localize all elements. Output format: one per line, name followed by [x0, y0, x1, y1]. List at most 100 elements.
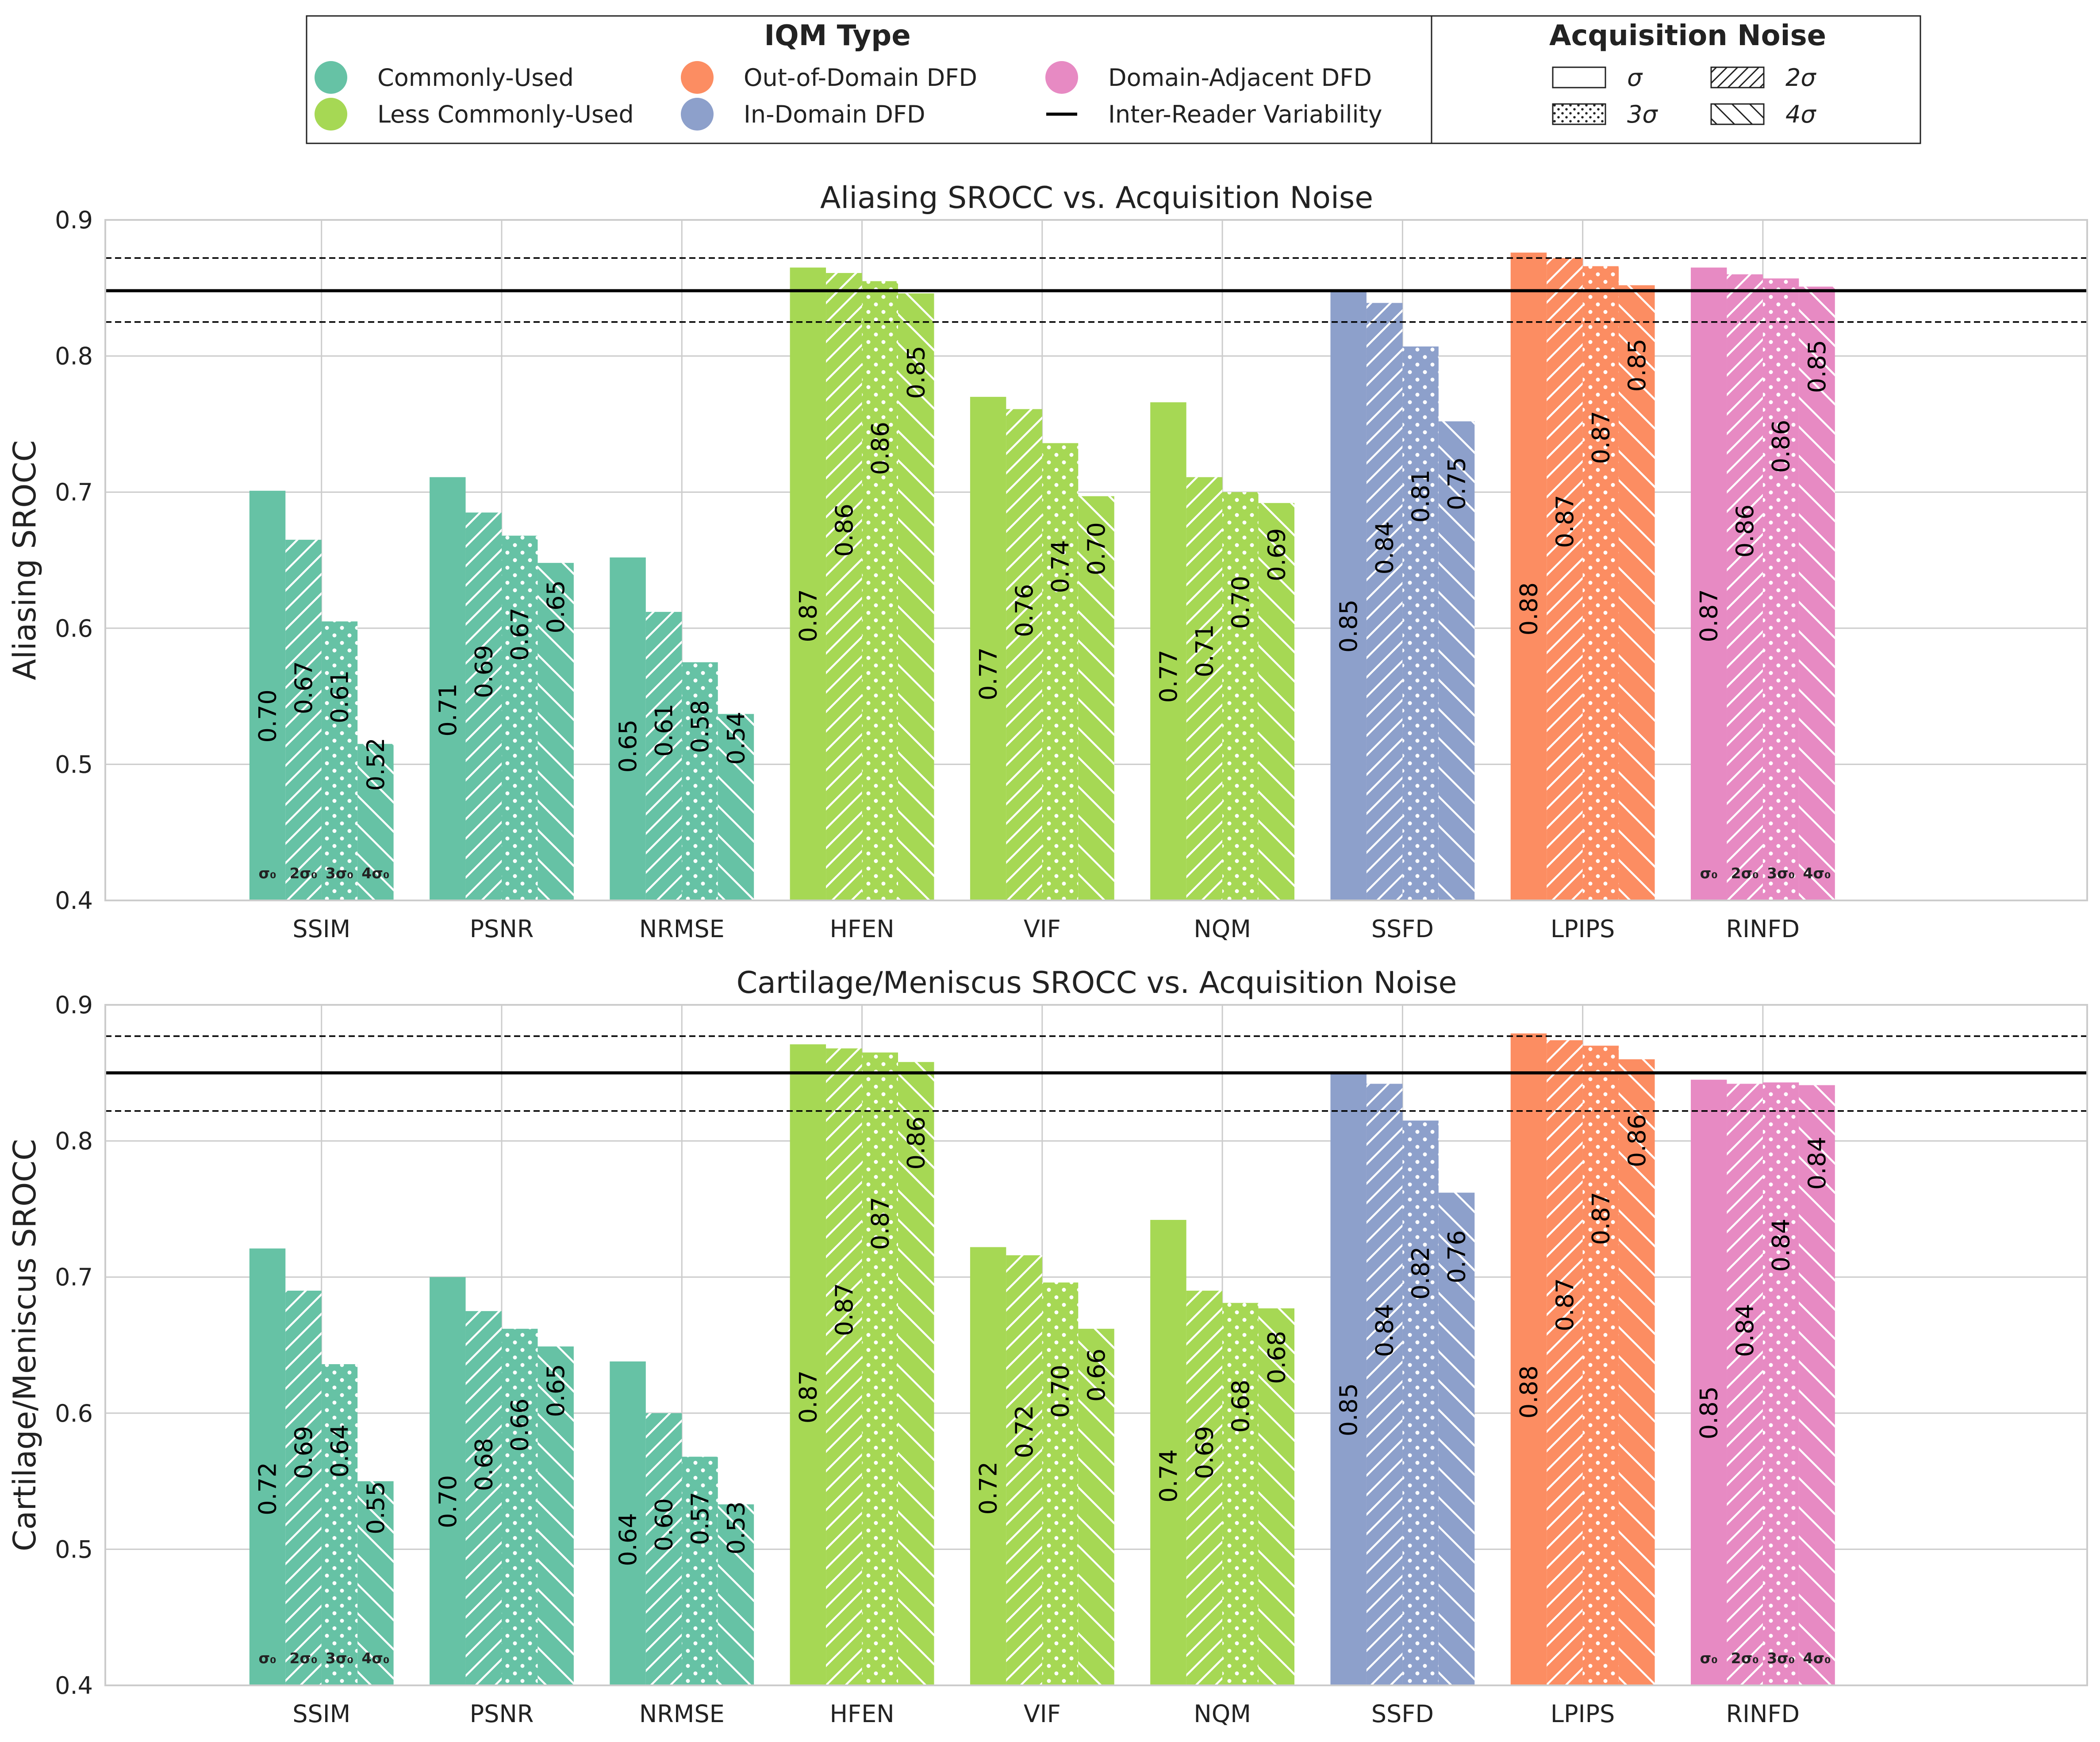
noise-level-label: 2σ₀ [1731, 1650, 1759, 1667]
data-label: 0.72 [1010, 1405, 1038, 1458]
x-tick-label: SSIM [292, 915, 350, 943]
data-label: 0.77 [1155, 650, 1182, 703]
x-tick-label: VIF [1024, 915, 1061, 943]
bar-pattern [645, 1413, 682, 1685]
noise-level-label: 4σ₀ [1803, 1650, 1831, 1667]
bar-pattern [502, 1329, 538, 1685]
bar-pattern [465, 1311, 502, 1685]
y-axis-label: Aliasing SROCC [7, 440, 43, 681]
bar-pattern [1366, 303, 1403, 900]
data-label: 0.85 [902, 346, 930, 399]
bar-group-ssfd: 0.85 0.84 0.81 0.75 [1330, 290, 1475, 900]
bar-pattern [1727, 274, 1763, 900]
y-tick-label: 0.7 [55, 478, 93, 506]
bar-pattern [1006, 1255, 1042, 1685]
x-tick-label: LPIPS [1551, 915, 1615, 943]
bar-pattern [718, 1504, 754, 1685]
bar-vif-s1 [970, 396, 1006, 900]
bar-group-nqm: 0.77 0.71 0.70 0.69 [1150, 402, 1294, 900]
bar-pattern [718, 714, 754, 900]
data-label: 0.64 [614, 1513, 642, 1566]
legend-label: Out-of-Domain DFD [744, 64, 977, 92]
legend-swatch-circle [315, 98, 347, 131]
bar-pattern [826, 1048, 862, 1685]
data-label: 0.88 [1515, 1365, 1543, 1419]
bar-hfen-s1 [790, 1044, 826, 1685]
noise-level-label: σ₀ [258, 865, 276, 882]
data-label: 0.85 [1803, 340, 1831, 393]
x-tick-label: PSNR [470, 915, 534, 943]
bar-pattern [1582, 1046, 1619, 1685]
legend-swatch-circle [315, 61, 347, 94]
y-tick-label: 0.6 [55, 1400, 93, 1427]
bar-pattern [1042, 443, 1079, 900]
bar-pattern [1186, 1290, 1223, 1685]
bar-pattern [862, 281, 898, 901]
bar-nqm-s1 [1150, 402, 1186, 900]
bar-pattern [1727, 1084, 1763, 1685]
bar-pattern [321, 1364, 358, 1685]
bar-ssfd-s1 [1330, 1073, 1367, 1685]
x-tick-label: NRMSE [639, 915, 725, 943]
data-label: 0.87 [866, 1197, 894, 1250]
data-label: 0.66 [1083, 1349, 1110, 1402]
data-label: 0.77 [975, 647, 1002, 700]
bar-group-nqm: 0.74 0.69 0.68 0.68 [1150, 1220, 1294, 1685]
bar-pattern [1078, 1329, 1114, 1685]
data-label: 0.81 [1407, 469, 1435, 523]
y-tick-label: 0.5 [55, 1535, 93, 1563]
legend-iqm-items: Commonly-Used Less Commonly-Used Out-of-Do… [315, 61, 1382, 131]
legend-item-domain-adjacent-dfd: Domain-Adjacent DFD [1045, 61, 1372, 94]
data-label: 0.70 [1083, 522, 1110, 575]
data-label: 0.53 [722, 1501, 750, 1554]
bar-group-ssfd: 0.85 0.84 0.82 0.76 [1330, 1073, 1475, 1685]
bar-rinfd-s1 [1691, 267, 1727, 901]
data-label: 0.87 [1551, 495, 1579, 548]
legend-label: Commonly-Used [377, 64, 574, 92]
bar-ssfd-s1 [1330, 290, 1367, 900]
noise-level-label: 3σ₀ [326, 1650, 353, 1667]
data-label: 0.84 [1731, 1304, 1759, 1357]
plot-frame [104, 219, 2088, 901]
bar-nrmse-s1 [610, 1361, 646, 1685]
bar-pattern [1619, 285, 1655, 901]
legend-noise-items: σ 2σ 3σ 4σ [1552, 64, 1816, 128]
bar-psnr-s1 [430, 1277, 466, 1685]
bar-pattern [285, 1290, 322, 1685]
legend-noise-pattern [1710, 66, 1765, 88]
data-label: 0.84 [1371, 521, 1399, 574]
legend-noise-swatch [1552, 66, 1606, 88]
legend-label: In-Domain DFD [744, 100, 925, 128]
bar-pattern [1258, 503, 1294, 900]
plot-frame [104, 1004, 2088, 1686]
bar-rinfd-s1 [1691, 1080, 1727, 1685]
bar-group-hfen: 0.87 0.86 0.86 0.85 [790, 267, 934, 901]
legend-noise-pattern [1552, 103, 1606, 125]
bar-pattern [1762, 278, 1799, 900]
noise-level-label: 2σ₀ [289, 865, 317, 882]
x-tick-label: NQM [1194, 1700, 1251, 1728]
legend-label: Domain-Adjacent DFD [1108, 64, 1372, 92]
data-label: 0.69 [470, 645, 498, 698]
data-label: 0.66 [506, 1399, 534, 1452]
bar-pattern [1258, 1308, 1294, 1685]
data-label: 0.86 [830, 504, 858, 557]
legend-item-inter-reader-variability: Inter-Reader Variability [1046, 100, 1382, 128]
bar-pattern [1186, 477, 1223, 900]
legend-noise-label: 4σ [1785, 100, 1816, 128]
data-label: 0.52 [362, 738, 390, 791]
bar-pattern [1438, 1192, 1475, 1685]
legend: IQM Type Commonly-Used Less Commonly-Used… [306, 15, 1921, 144]
bar-pattern [1222, 492, 1259, 900]
data-label: 0.72 [975, 1461, 1002, 1515]
legend-noise-title: Acquisition Noise [1549, 19, 1826, 52]
x-tick-label: RINFD [1726, 915, 1800, 943]
data-label: 0.68 [1227, 1380, 1255, 1433]
bar-pattern [502, 535, 538, 900]
data-label: 0.85 [1335, 1383, 1363, 1436]
y-tick-label: 0.8 [55, 1127, 93, 1155]
data-label: 0.70 [254, 689, 282, 742]
bar-group-psnr: 0.70 0.68 0.66 0.65 [430, 1277, 574, 1685]
bar-pattern [537, 563, 574, 900]
